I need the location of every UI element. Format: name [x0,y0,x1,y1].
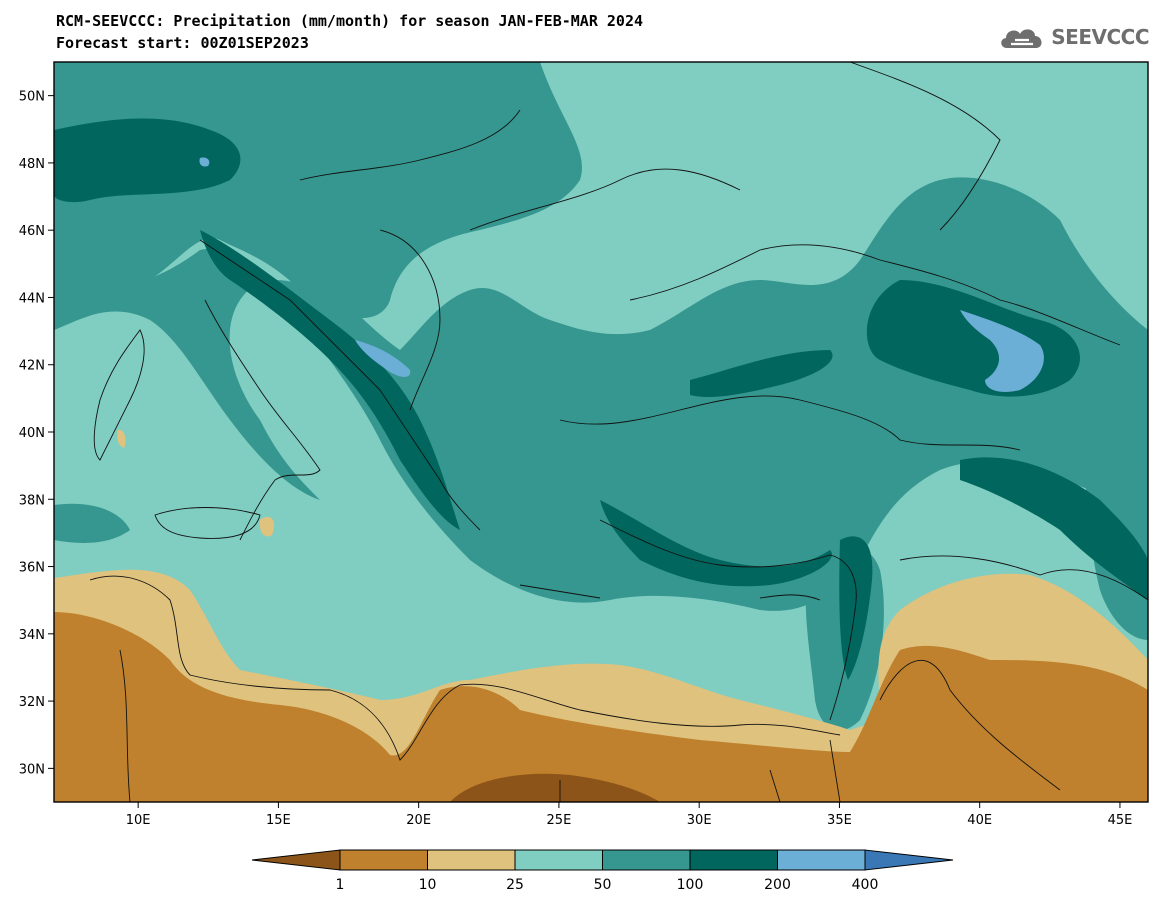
colorbar-segment [339,849,428,871]
colorbar-level-label: 50 [594,877,612,893]
precipitation-field [54,62,1148,802]
precip-spot-10-25 [117,429,126,448]
precip-band-50-100 [54,503,130,543]
lon-tick-label: 30E [687,813,712,828]
title-line-1: RCM-SEEVCCC: Precipitation (mm/month) fo… [56,12,643,30]
lon-tick-label: 25E [547,813,572,828]
precip-band-200-400 [960,310,1044,392]
lat-tick-label: 46N [19,224,45,239]
colorbar-segment [602,849,691,871]
lat-tick-label: 30N [19,762,45,777]
precip-spot-10-25 [259,516,275,537]
precip-band-100-200 [200,230,460,530]
precip-band-100-200 [600,500,832,587]
precip-band-50-100 [650,455,873,571]
lat-tick-label: 48N [19,157,45,172]
colorbar-segment [689,849,778,871]
colorbar-level-label: 400 [852,877,879,893]
precip-band-200-400 [199,157,210,167]
precip-band-200-400 [355,340,411,377]
lat-tick-label: 36N [19,561,45,576]
precip-band-100-200 [690,350,833,397]
colorbar-level-label: 10 [419,877,437,893]
colorbar-level-label: 200 [764,877,791,893]
lon-tick-label: 35E [827,813,852,828]
colorbar-segment [427,849,516,871]
lon-tick-label: 15E [266,813,291,828]
colorbar-underflow-triangle [251,849,341,871]
lon-tick-label: 45E [1108,813,1133,828]
precip-band-1-10 [54,612,1148,802]
coastlines-borders [89,62,1148,802]
colorbar: 1 10 25 50 100 200 400 [251,849,954,893]
lat-tick-label: 50N [19,90,45,105]
precip-band-100-200 [54,118,241,203]
lon-tick-label: 40E [967,813,992,828]
lat-tick-label: 40N [19,426,45,441]
colorbar-overflow-triangle [864,849,954,871]
lat-tick-label: 44N [19,291,45,306]
precip-band-lt-1 [450,773,660,802]
title-line-2: Forecast start: 00Z01SEP2023 [56,34,309,52]
lon-tick-label: 20E [406,813,431,828]
lon-tick-label: 10E [126,813,151,828]
colorbar-level-label: 100 [677,877,704,893]
lat-tick-label: 38N [19,493,45,508]
colorbar-segment [514,849,603,871]
precip-band-50-100 [54,177,1148,611]
seevccc-logo: SEEVCCC [997,22,1149,52]
lat-tick-label: 32N [19,695,45,710]
latitude-axis: 50N 48N 46N 44N 42N 40N 38N 36N 34N 32N 30N [19,90,54,777]
lat-tick-label: 34N [19,628,45,643]
logo-text: SEEVCCC [1051,25,1149,49]
precip-band-100-200 [839,536,873,680]
colorbar-level-label: 25 [506,877,524,893]
lat-tick-label: 42N [19,359,45,374]
longitude-axis: 10E 15E 20E 25E 30E 35E 40E 45E [126,802,1133,828]
precip-band-100-200 [960,457,1148,600]
cloud-icon [1001,29,1042,48]
colorbar-segment [777,849,866,871]
colorbar-level-label: 1 [336,877,345,893]
